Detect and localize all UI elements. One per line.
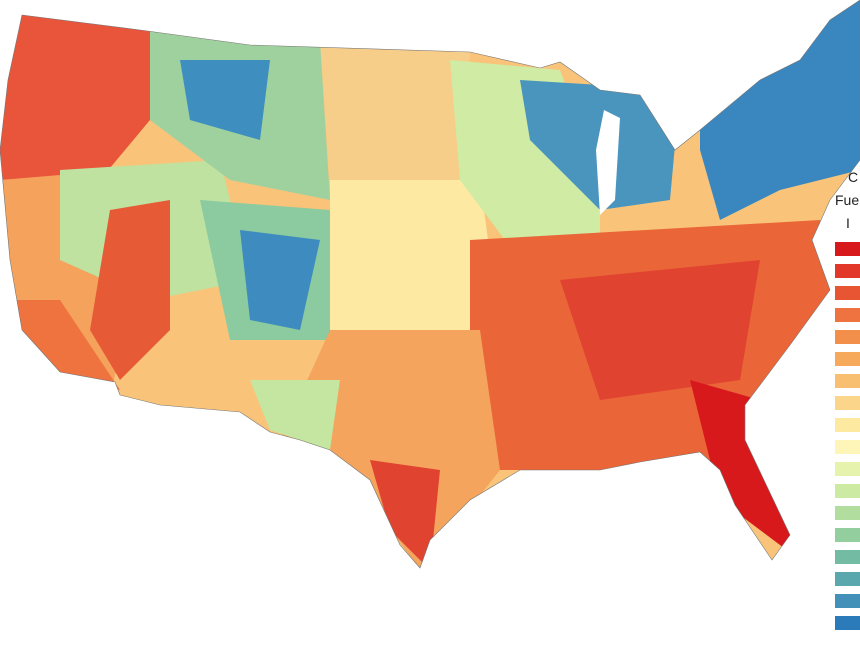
legend-swatch xyxy=(835,616,860,630)
region xyxy=(370,460,440,568)
region xyxy=(240,230,320,330)
region xyxy=(320,40,470,190)
region xyxy=(690,380,800,560)
border xyxy=(0,0,860,569)
lake xyxy=(596,110,620,215)
legend-swatch xyxy=(835,308,860,322)
legend-swatch xyxy=(835,264,860,278)
region xyxy=(180,60,270,140)
legend-swatch xyxy=(835,572,860,586)
legend-swatch xyxy=(835,506,860,520)
legend-swatch xyxy=(835,418,860,432)
legend-swatch xyxy=(835,462,860,476)
legend-swatch xyxy=(835,440,860,454)
region xyxy=(560,260,760,400)
legend-swatch xyxy=(835,396,860,410)
legend-swatch xyxy=(835,330,860,344)
legend-swatch xyxy=(835,528,860,542)
legend-title: Fue xyxy=(835,192,859,208)
legend-title: I xyxy=(846,215,850,231)
legend-swatch xyxy=(835,484,860,498)
legend-swatch xyxy=(835,594,860,608)
legend-swatch xyxy=(835,352,860,366)
region xyxy=(0,300,120,390)
legend-swatch xyxy=(835,286,860,300)
region xyxy=(330,180,500,330)
legend-swatch xyxy=(835,550,860,564)
region xyxy=(250,380,340,450)
legend-swatch xyxy=(835,242,860,256)
region xyxy=(90,200,170,380)
region xyxy=(0,0,160,200)
legend-swatch xyxy=(835,374,860,388)
legend-title: C xyxy=(848,169,858,185)
